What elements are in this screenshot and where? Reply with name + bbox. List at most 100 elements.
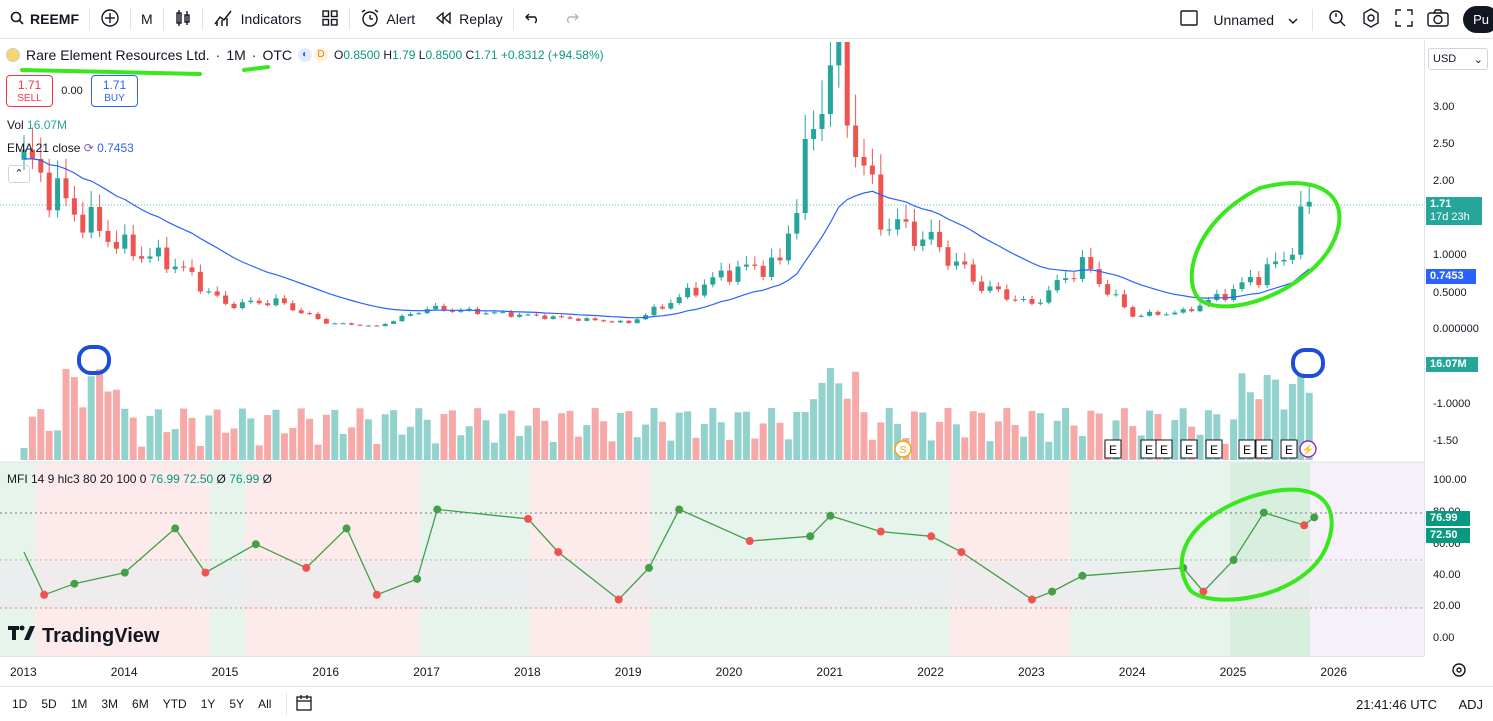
volume-bar bbox=[348, 427, 356, 460]
candle bbox=[1231, 284, 1237, 302]
layout-square-icon[interactable] bbox=[1179, 8, 1199, 31]
volume-legend[interactable]: Vol 16.07M bbox=[7, 118, 68, 132]
volume-bar bbox=[684, 411, 692, 460]
dividend-marker[interactable]: S bbox=[894, 440, 912, 458]
mfi-legend[interactable]: MFI 14 9 hlc3 80 20 100 0 76.99 72.50 Ø … bbox=[7, 472, 272, 486]
timeframe-1d[interactable]: 1D bbox=[12, 697, 28, 711]
volume-bar bbox=[1238, 373, 1246, 460]
price-axis-label: 0.000000 bbox=[1433, 323, 1479, 335]
redo-button[interactable] bbox=[552, 0, 590, 39]
volume-bar bbox=[1255, 399, 1263, 460]
currency-select[interactable]: USD ⌄ bbox=[1428, 48, 1488, 70]
alert-button[interactable]: Alert bbox=[350, 0, 425, 39]
time-axis[interactable]: 2013 2014 2015 2016 2017 2018 2019 2020 2021 2022… bbox=[0, 656, 1424, 684]
timeframe-1y[interactable]: 1Y bbox=[200, 697, 216, 711]
time-axis-label: 2015 bbox=[211, 665, 239, 679]
alarm-clock-icon bbox=[360, 8, 380, 31]
settings-gear-icon[interactable] bbox=[1361, 8, 1381, 31]
split-icon[interactable]: ⚡ bbox=[1299, 440, 1317, 458]
last-price-tag: 1.71 17d 23h bbox=[1426, 197, 1482, 225]
indicators-button[interactable]: Indicators bbox=[203, 0, 312, 39]
timeframe-6m[interactable]: 6M bbox=[132, 697, 149, 711]
camera-icon[interactable] bbox=[1427, 9, 1449, 30]
candle bbox=[349, 322, 355, 326]
timeframe-1m[interactable]: 1M bbox=[70, 697, 88, 711]
volume-bar bbox=[314, 444, 322, 460]
candle bbox=[584, 316, 590, 322]
collapse-legend-button[interactable]: ⌃ bbox=[8, 165, 30, 183]
layout-name[interactable]: Unnamed bbox=[1213, 11, 1275, 28]
earnings-marker[interactable]: E bbox=[1205, 439, 1223, 459]
earnings-marker[interactable]: E bbox=[1280, 439, 1298, 459]
candle bbox=[634, 318, 640, 324]
candle bbox=[315, 312, 321, 320]
buy-button[interactable]: 1.71 BUY bbox=[91, 75, 138, 107]
symbol-search[interactable]: REEMF bbox=[0, 0, 89, 39]
undo-button[interactable] bbox=[514, 0, 552, 39]
volume-bar bbox=[709, 408, 717, 460]
earnings-marker[interactable]: E bbox=[1140, 439, 1158, 459]
candle bbox=[785, 225, 791, 265]
volume-bar bbox=[1154, 413, 1162, 460]
chart-type-button[interactable] bbox=[164, 0, 202, 39]
timeframe-5y[interactable]: 5Y bbox=[229, 697, 245, 711]
volume-bar bbox=[877, 422, 885, 460]
svg-text:E: E bbox=[1145, 443, 1153, 457]
quick-search-icon[interactable] bbox=[1327, 8, 1347, 31]
timeframe-ytd[interactable]: YTD bbox=[162, 697, 187, 711]
symbol-name[interactable]: Rare Element Resources Ltd. bbox=[26, 47, 210, 63]
price-axis-label: 0.00 bbox=[1433, 632, 1455, 644]
ema-legend[interactable]: EMA 21 close ⟳ 0.7453 bbox=[7, 141, 134, 155]
price-axis[interactable] bbox=[1424, 40, 1493, 656]
volume-bar bbox=[62, 368, 70, 460]
replay-button[interactable]: Replay bbox=[425, 0, 513, 39]
earnings-marker[interactable]: E bbox=[1255, 439, 1273, 459]
date-range-icon[interactable] bbox=[295, 694, 315, 715]
price-axis-label: 2.50 bbox=[1433, 138, 1455, 150]
time-axis-label: 2020 bbox=[715, 665, 743, 679]
candle bbox=[223, 291, 229, 306]
price-axis-label: 40.00 bbox=[1433, 569, 1461, 581]
templates-button[interactable] bbox=[311, 0, 349, 39]
earnings-marker[interactable]: E bbox=[1104, 439, 1122, 459]
svg-text:E: E bbox=[1185, 443, 1193, 457]
timeframe-5d[interactable]: 5D bbox=[41, 697, 57, 711]
sell-button[interactable]: 1.71 SELL bbox=[6, 75, 53, 107]
candle bbox=[71, 185, 77, 222]
volume-bar bbox=[465, 426, 473, 460]
earnings-marker[interactable]: E bbox=[1238, 439, 1256, 459]
tradingview-logo[interactable]: TradingView bbox=[8, 624, 159, 648]
timeframe-3m[interactable]: 3M bbox=[101, 697, 119, 711]
candle bbox=[1012, 295, 1018, 302]
compare-button[interactable] bbox=[90, 0, 130, 39]
trade-buttons: 1.71 SELL 0.00 1.71 BUY bbox=[6, 75, 138, 107]
candle bbox=[365, 325, 371, 327]
earnings-marker[interactable]: E bbox=[1180, 439, 1198, 459]
adj-toggle[interactable]: ADJ bbox=[1458, 696, 1483, 712]
fullscreen-icon[interactable] bbox=[1395, 9, 1413, 30]
earnings-marker[interactable]: E bbox=[1155, 439, 1173, 459]
publish-button[interactable]: Pu bbox=[1463, 6, 1493, 33]
volume-bar bbox=[793, 412, 801, 460]
mfi-signal-dot bbox=[1259, 508, 1268, 517]
volume-bar bbox=[423, 419, 431, 460]
divider bbox=[1312, 8, 1314, 31]
volume-bar bbox=[625, 411, 633, 460]
volume-bar bbox=[180, 408, 188, 460]
timeframe-all[interactable]: All bbox=[258, 697, 272, 711]
axis-settings-icon[interactable] bbox=[1451, 662, 1467, 683]
volume-bar bbox=[247, 418, 255, 460]
clock[interactable]: 21:41:46 UTC bbox=[1356, 696, 1437, 712]
volume-bar bbox=[549, 441, 557, 460]
mfi-signal-dot bbox=[745, 537, 754, 546]
chevron-down-icon[interactable] bbox=[1288, 12, 1298, 28]
candle bbox=[1096, 261, 1102, 287]
interval-button[interactable]: M bbox=[131, 0, 163, 39]
candle bbox=[869, 148, 875, 184]
candle bbox=[29, 127, 35, 170]
mfi-signal-dot bbox=[201, 568, 210, 577]
candle bbox=[953, 252, 959, 270]
legend-interval[interactable]: 1M bbox=[226, 47, 246, 63]
volume-bar bbox=[1221, 443, 1229, 460]
